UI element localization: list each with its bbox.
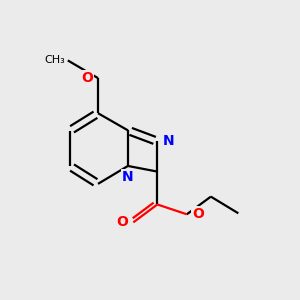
- Text: O: O: [81, 71, 93, 85]
- Text: O: O: [192, 207, 204, 221]
- Text: O: O: [116, 215, 128, 230]
- Text: N: N: [163, 134, 174, 148]
- Text: CH₃: CH₃: [45, 56, 65, 65]
- Text: N: N: [122, 170, 134, 184]
